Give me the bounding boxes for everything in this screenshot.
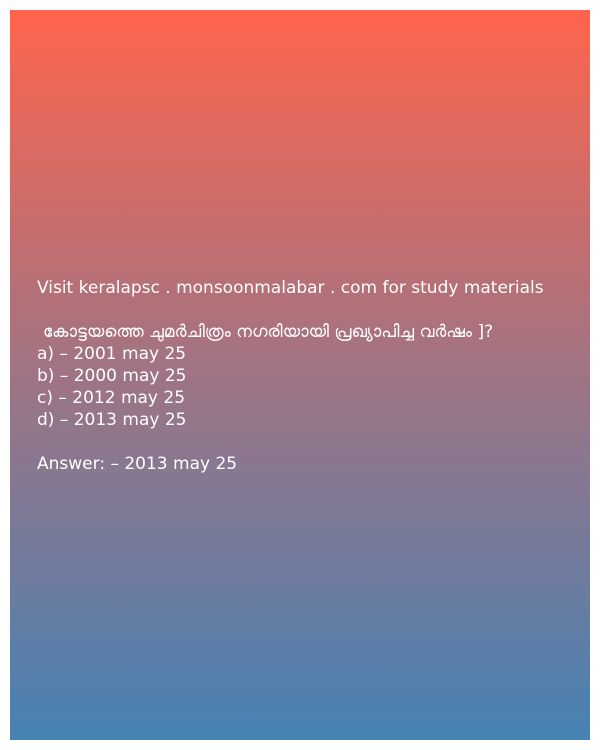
option-c: c) – 2012 may 25 [37, 388, 186, 408]
question-text: കോട്ടയത്തെ ചുമർചിത്രം നഗരിയായി പ്രഖ്യാപി… [43, 322, 494, 342]
option-d: d) – 2013 may 25 [37, 410, 187, 430]
quiz-card: Visit keralapsc . monsoonmalabar . com f… [10, 10, 590, 740]
site-promo-text: Visit keralapsc . monsoonmalabar . com f… [37, 278, 544, 298]
spacer [37, 431, 582, 453]
spacer [37, 299, 582, 321]
answer-text: Answer: – 2013 may 25 [37, 454, 238, 474]
quiz-content: Visit keralapsc . monsoonmalabar . com f… [37, 277, 582, 475]
option-b: b) – 2000 may 25 [37, 366, 187, 386]
option-a: a) – 2001 may 25 [37, 344, 187, 364]
